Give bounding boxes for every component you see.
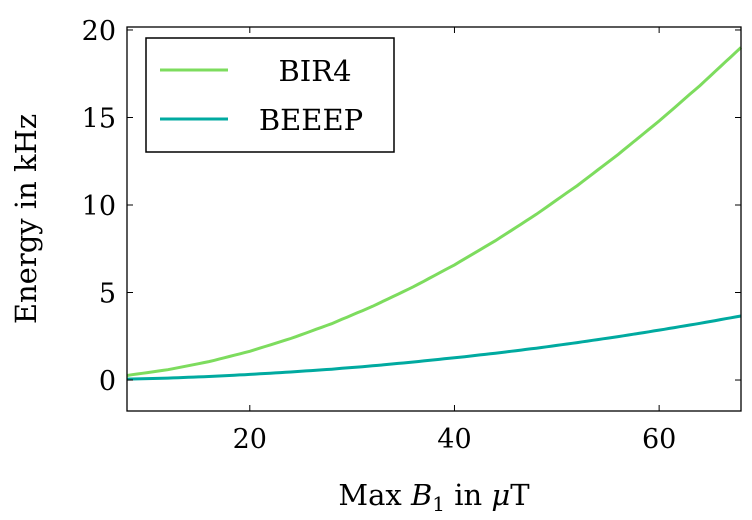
y-axis-label: Energy in kHz <box>9 114 43 324</box>
series-line-beeep <box>126 314 742 381</box>
y-tick-label: 5 <box>99 279 116 310</box>
x-tick-label: 20 <box>233 424 267 455</box>
y-tick-label: 15 <box>82 103 116 134</box>
y-tick-label: 20 <box>82 16 116 47</box>
x-tick-label: 40 <box>437 424 471 455</box>
legend-label-bir4: BIR4 <box>278 54 351 88</box>
series-layer <box>126 46 743 381</box>
ticks-layer: 20 40 60 0 5 10 15 20 <box>82 16 741 455</box>
plot-frame <box>126 26 742 412</box>
legend-box <box>145 37 395 153</box>
y-tick-label: 10 <box>82 191 116 222</box>
legend: BIR4 BEEEP <box>145 37 395 153</box>
x-axis-label: Max B1 in μT <box>338 478 530 516</box>
x-tick-label: 60 <box>642 424 676 455</box>
y-tick-label: 0 <box>99 366 116 397</box>
series-line-bir4 <box>126 46 743 377</box>
legend-label-beeep: BEEEP <box>259 103 363 137</box>
